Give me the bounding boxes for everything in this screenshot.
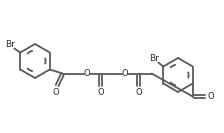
- Text: Br: Br: [149, 54, 159, 63]
- Text: Br: Br: [5, 40, 15, 49]
- Text: O: O: [207, 92, 214, 101]
- Text: O: O: [97, 88, 104, 97]
- Text: O: O: [83, 69, 90, 78]
- Text: O: O: [52, 88, 59, 97]
- Text: O: O: [136, 88, 142, 97]
- Text: O: O: [121, 69, 128, 78]
